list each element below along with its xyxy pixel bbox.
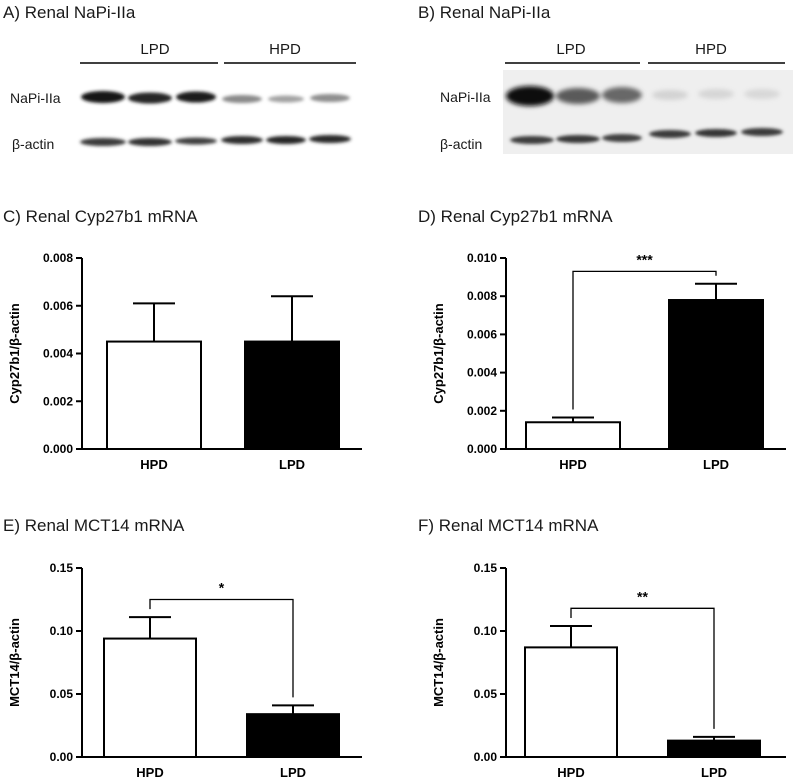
panel-d-xlabel-lpd: LPD (703, 457, 729, 472)
panel-e-ylabel: MCT14/β-actin (7, 618, 22, 707)
panel-d-bar-lpd (668, 299, 764, 450)
panel-c-bar-lpd (244, 340, 340, 450)
panel-a-row-actin: β-actin (12, 136, 54, 152)
panel-f-bar-hpd (524, 646, 618, 759)
panel-d-ylabel: Cyp27b1/β-actin (431, 303, 446, 403)
panel-f-ytick-label: 0.00 (474, 750, 498, 764)
panel-c-ytick-label: 0.002 (43, 394, 73, 408)
panel-f-ytick-label: 0.05 (474, 687, 498, 701)
panel-f-ytick-label: 0.15 (474, 561, 498, 575)
panel-e-bar-hpd (103, 637, 197, 758)
panel-a-group-lpd: LPD (140, 41, 169, 58)
panel-a-actin-bands (80, 135, 351, 146)
panel-a-napi-bands (81, 91, 350, 104)
panel-c-xlabel-hpd: HPD (140, 457, 167, 472)
panel-d-significance-label: *** (636, 251, 653, 267)
panel-c-title: C) Renal Cyp27b1 mRNA (3, 207, 198, 226)
panel-d-ytick-label: 0.008 (467, 289, 497, 303)
panel-a-blot: A) Renal NaPi-IIa LPD HPD NaPi-IIa β-act… (3, 3, 356, 152)
panel-b-title: B) Renal NaPi-IIa (418, 3, 551, 22)
panel-d-ytick-label: 0.002 (467, 404, 497, 418)
panel-b-napi-bands (506, 86, 780, 106)
panel-c-ytick-label: 0.000 (43, 442, 73, 456)
panel-e-bar-lpd (246, 713, 340, 758)
panel-c-ytick-label: 0.006 (43, 299, 73, 313)
panel-f-xlabel-hpd: HPD (557, 765, 584, 779)
panel-f-bar-lpd (667, 739, 761, 758)
panel-a-title: A) Renal NaPi-IIa (3, 3, 136, 22)
panel-d-bar-hpd (525, 421, 621, 451)
panel-c-ytick-label: 0.004 (43, 347, 73, 361)
panel-e-ytick-label: 0.05 (50, 687, 74, 701)
panel-d-xlabel-hpd: HPD (559, 457, 586, 472)
panel-d-chart: D) Renal Cyp27b1 mRNA 0.000 0.002 0.004 0.00… (418, 207, 786, 472)
panel-f-chart: F) Renal MCT14 mRNA 0.00 0.05 0.10 0.15 MCT14… (418, 516, 786, 779)
panel-f-title: F) Renal MCT14 mRNA (418, 516, 599, 535)
panel-b-row-actin: β-actin (440, 136, 482, 152)
panel-e-xlabel-lpd: LPD (280, 765, 306, 779)
panel-b-actin-bands (510, 128, 783, 144)
panel-b-group-hpd: HPD (695, 41, 727, 58)
panel-e-chart: E) Renal MCT14 mRNA 0.00 0.05 0.10 0.15 MCT14… (3, 516, 362, 779)
panel-e-title: E) Renal MCT14 mRNA (3, 516, 185, 535)
panel-a-group-hpd: HPD (269, 41, 301, 58)
panel-d-ytick-label: 0.004 (467, 366, 497, 380)
panel-f-ytick-label: 0.10 (474, 624, 498, 638)
panel-d-significance-bracket (572, 270, 717, 410)
panel-f-significance-bracket (570, 607, 715, 729)
panel-e-significance-bracket (149, 598, 294, 698)
panel-b-group-lpd: LPD (556, 41, 585, 58)
panel-f-xlabel-lpd: LPD (701, 765, 727, 779)
panel-d-ytick-label: 0.010 (467, 251, 497, 265)
panel-c-chart: C) Renal Cyp27b1 mRNA 0.000 0.002 0.004 0.00… (3, 207, 362, 472)
panel-d-ytick-label: 0.000 (467, 442, 497, 456)
panel-e-ytick-label: 0.10 (50, 624, 74, 638)
panel-b-blot: B) Renal NaPi-IIa LPD HPD NaPi-IIa β-act… (418, 3, 793, 154)
panel-e-ytick-label: 0.15 (50, 561, 74, 575)
panel-e-significance-label: * (219, 580, 225, 596)
panel-f-ylabel: MCT14/β-actin (431, 618, 446, 707)
panel-d-ytick-label: 0.006 (467, 327, 497, 341)
panel-b-row-napi: NaPi-IIa (440, 89, 491, 105)
panel-a-row-napi: NaPi-IIa (10, 90, 61, 106)
panel-d-title: D) Renal Cyp27b1 mRNA (418, 207, 613, 226)
panel-f-significance-label: ** (637, 588, 648, 604)
panel-e-xlabel-hpd: HPD (136, 765, 163, 779)
panel-c-bar-hpd (106, 340, 202, 450)
panel-c-xlabel-lpd: LPD (279, 457, 305, 472)
panel-c-ytick-label: 0.008 (43, 251, 73, 265)
panel-e-ytick-label: 0.00 (50, 750, 74, 764)
panel-c-ylabel: Cyp27b1/β-actin (7, 303, 22, 403)
